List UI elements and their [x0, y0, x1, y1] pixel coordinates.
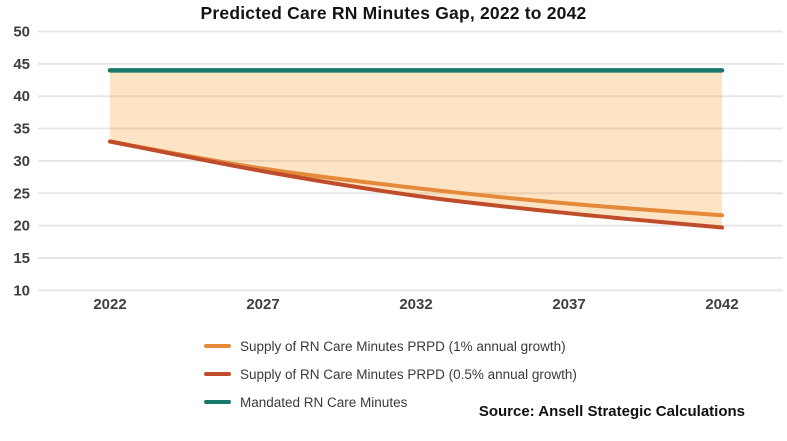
- chart-plot-area: 10 15 20 25 30 35 40 45 50 2022 2027 2032 2037 2042: [13, 24, 783, 313]
- legend-swatch-supply-1pct-icon: [204, 344, 231, 348]
- x-axis-label: 2042: [705, 296, 738, 313]
- y-axis-label: 20: [13, 218, 30, 235]
- supply-05pct-line: [108, 139, 724, 230]
- y-axis-label: 10: [13, 282, 30, 299]
- legend-item-supply-05pct: Supply of RN Care Minutes PRPD (0.5% ann…: [204, 365, 577, 383]
- y-axis-label: 25: [13, 185, 30, 202]
- x-axis-label: 2037: [552, 296, 585, 313]
- legend-label-supply-05pct: Supply of RN Care Minutes PRPD (0.5% ann…: [240, 366, 577, 382]
- y-axis-label: 15: [13, 250, 30, 267]
- y-axis-label: 45: [13, 56, 30, 73]
- chart-title: Predicted Care RN Minutes Gap, 2022 to 2…: [200, 3, 587, 23]
- legend-item-mandated: Mandated RN Care Minutes: [204, 393, 577, 411]
- legend-swatch-supply-05pct-icon: [204, 372, 231, 376]
- chart-legend: Supply of RN Care Minutes PRPD (1% annua…: [204, 337, 577, 421]
- y-axis-label: 50: [13, 24, 30, 41]
- x-axis-label: 2032: [399, 296, 432, 313]
- legend-item-supply-1pct: Supply of RN Care Minutes PRPD (1% annua…: [204, 337, 577, 355]
- source-note: Source: Ansell Strategic Calculations: [478, 403, 745, 420]
- x-axis-label: 2022: [93, 296, 126, 313]
- legend-swatch-mandated-icon: [204, 400, 231, 404]
- y-axis-label: 35: [13, 121, 30, 138]
- y-axis-label: 40: [13, 88, 30, 105]
- x-axis-label: 2027: [246, 296, 279, 313]
- legend-label-supply-1pct: Supply of RN Care Minutes PRPD (1% annua…: [240, 338, 566, 354]
- legend-label-mandated: Mandated RN Care Minutes: [240, 394, 408, 410]
- y-axis-label: 30: [13, 153, 30, 170]
- gap-area: [110, 70, 722, 228]
